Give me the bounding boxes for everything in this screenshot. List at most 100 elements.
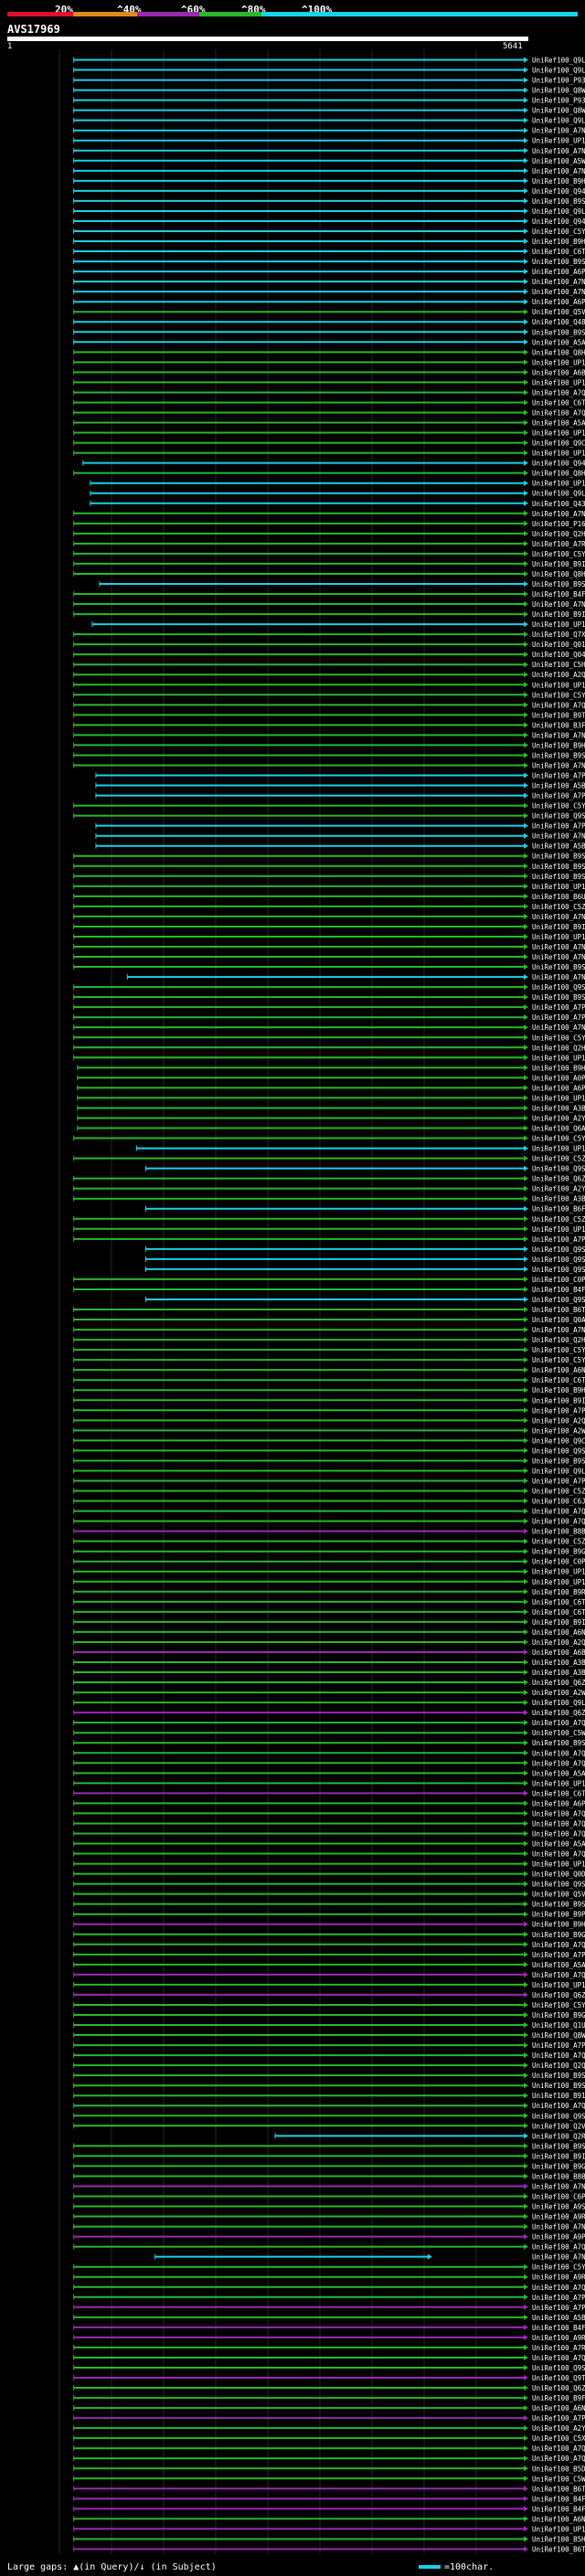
hit-label[interactable]: UniRef100_UP1000... xyxy=(532,137,585,145)
hit-label[interactable]: UniRef100_UP1000... xyxy=(532,1981,585,1989)
hit-label[interactable]: UniRef100_Q9LRB2 xyxy=(532,490,585,498)
hit-label[interactable]: UniRef100_Q9S9K3 xyxy=(532,1246,585,1254)
hit-label[interactable]: UniRef100_Q9SYH7 xyxy=(532,2112,585,2120)
hit-label[interactable]: UniRef100_A7Q6B2 xyxy=(532,1850,585,1859)
hit-label[interactable]: UniRef100_A7PJS3 xyxy=(532,1406,585,1415)
hit-label[interactable]: UniRef100_Q8H1S4 xyxy=(532,348,585,356)
hit-label[interactable]: UniRef100_A5AWF3 xyxy=(532,419,585,428)
hit-label[interactable]: UniRef100_Q9SS90 xyxy=(532,1165,585,1173)
hit-label[interactable]: UniRef100_B9STI1 xyxy=(532,751,585,759)
hit-label[interactable]: UniRef100_Q9S916 xyxy=(532,1256,585,1264)
hit-label[interactable]: UniRef100_P93824 xyxy=(532,97,585,105)
hit-label[interactable]: UniRef100_C6T9W4 xyxy=(532,1376,585,1384)
hit-label[interactable]: UniRef100_Q8WMD3 xyxy=(532,107,585,115)
hit-label[interactable]: UniRef100_Q6Z6N1 xyxy=(532,1175,585,1183)
hit-label[interactable]: UniRef100_Q5V0Y0 xyxy=(532,308,585,316)
hit-label[interactable]: UniRef100_B9H3E0 xyxy=(532,1386,585,1394)
hit-label[interactable]: UniRef100_A7N0A9 xyxy=(532,147,585,155)
hit-label[interactable]: UniRef100_Q9LSW6 xyxy=(532,207,585,216)
hit-label[interactable]: UniRef100_A7N0S7 xyxy=(532,288,585,296)
hit-label[interactable]: UniRef100_B6TAK2 xyxy=(532,2485,585,2493)
hit-label[interactable]: UniRef100_Q7XX24 xyxy=(532,631,585,639)
hit-label[interactable]: UniRef100_A7Q6B3 xyxy=(532,2243,585,2252)
hit-label[interactable]: UniRef100_C5YMQ9 xyxy=(532,228,585,236)
hit-label[interactable]: UniRef100_A9RK22 xyxy=(532,2213,585,2221)
hit-label[interactable]: UniRef100_UP1000... xyxy=(532,620,585,629)
hit-label[interactable]: UniRef100_UP1000... xyxy=(532,1145,585,1153)
hit-label[interactable]: UniRef100_B9HW24 xyxy=(532,1064,585,1072)
hit-label[interactable]: UniRef100_A2YBD0 xyxy=(532,1114,585,1122)
hit-label[interactable]: UniRef100_Q2R8Y5 xyxy=(532,2132,585,2140)
hit-label[interactable]: UniRef100_A7PPB2 xyxy=(532,1003,585,1012)
hit-label[interactable]: UniRef100_B9HUH6 xyxy=(532,238,585,246)
hit-label[interactable]: UniRef100_B9SIL1 xyxy=(532,2142,585,2150)
hit-label[interactable]: UniRef100_B9I192 xyxy=(532,2152,585,2160)
hit-label[interactable]: UniRef100_UP1000... xyxy=(532,1054,585,1062)
hit-label[interactable]: UniRef100_A5AYM1 xyxy=(532,338,585,346)
hit-label[interactable]: UniRef100_Q6Z8E6 xyxy=(532,1991,585,1999)
hit-label[interactable]: UniRef100_C6TJH7 xyxy=(532,1598,585,1606)
hit-label[interactable]: UniRef100_UP1000... xyxy=(532,1225,585,1234)
hit-label[interactable]: UniRef100_A7N0S9 xyxy=(532,1023,585,1032)
hit-label[interactable]: UniRef100_Q8W0R6 xyxy=(532,87,585,95)
hit-label[interactable]: UniRef100_Q9LTH8 xyxy=(532,67,585,75)
hit-label[interactable]: UniRef100_A7Q696 xyxy=(532,1941,585,1949)
hit-label[interactable]: UniRef100_A2Q5Z1 xyxy=(532,1638,585,1647)
hit-label[interactable]: UniRef100_A7Q6B1 xyxy=(532,1829,585,1838)
hit-label[interactable]: UniRef100_Q43383 xyxy=(532,500,585,508)
hit-label[interactable]: UniRef100_C6JQZ5 xyxy=(532,1498,585,1506)
hit-label[interactable]: UniRef100_B5HES3 xyxy=(532,2535,585,2543)
hit-label[interactable]: UniRef100_B6FWB2 xyxy=(532,1205,585,1214)
hit-label[interactable]: UniRef100_A7PPB3 xyxy=(532,1013,585,1022)
hit-label[interactable]: UniRef100_Q1U9B5 xyxy=(532,2021,585,2030)
hit-label[interactable]: UniRef100_C5H9Q0 xyxy=(532,661,585,669)
hit-label[interactable]: UniRef100_Q6Z8E2 xyxy=(532,2384,585,2392)
hit-label[interactable]: UniRef100_B91957 xyxy=(532,2092,585,2100)
hit-label[interactable]: UniRef100_Q8W2S5 xyxy=(532,2031,585,2040)
hit-label[interactable]: UniRef100_A7N0S5 xyxy=(532,973,585,981)
hit-label[interactable]: UniRef100_A9RI13 xyxy=(532,2334,585,2342)
hit-label[interactable]: UniRef100_A7PK51 xyxy=(532,2304,585,2312)
hit-label[interactable]: UniRef100_A5BGV6 xyxy=(532,843,585,851)
hit-label[interactable]: UniRef100_B9T2W7 xyxy=(532,711,585,719)
hit-label[interactable]: UniRef100_B9STI7 xyxy=(532,873,585,881)
hit-label[interactable]: UniRef100_A6BTR8 xyxy=(532,368,585,376)
hit-label[interactable]: UniRef100_A9SIV1 xyxy=(532,2203,585,2211)
hit-label[interactable]: UniRef100_B9FYK1 xyxy=(532,2394,585,2402)
hit-label[interactable]: UniRef100_Q9SWH0 xyxy=(532,983,585,991)
hit-label[interactable]: UniRef100_A7N0S8 xyxy=(532,167,585,175)
hit-label[interactable]: UniRef100_B9STI5 xyxy=(532,197,585,206)
hit-label[interactable]: UniRef100_A7R0A6 xyxy=(532,540,585,548)
hit-label[interactable]: UniRef100_A2WPQ4 xyxy=(532,1426,585,1435)
hit-label[interactable]: UniRef100_Q9S9K8 xyxy=(532,1296,585,1304)
hit-label[interactable]: UniRef100_UP1000... xyxy=(532,2525,585,2533)
hit-label[interactable]: UniRef100_A7PJF2 xyxy=(532,792,585,800)
hit-label[interactable]: UniRef100_UP1000... xyxy=(532,1860,585,1869)
hit-label[interactable]: UniRef100_A7QKU9 xyxy=(532,2454,585,2463)
hit-label[interactable]: UniRef100_Q2HTD9 xyxy=(532,1044,585,1052)
hit-label[interactable]: UniRef100_Q0DS33 xyxy=(532,1871,585,1879)
hit-label[interactable]: UniRef100_A3BAC0 xyxy=(532,1104,585,1112)
hit-label[interactable]: UniRef100_Q94BK9 xyxy=(532,187,585,196)
hit-label[interactable]: UniRef100_C5WIF7 xyxy=(532,1729,585,1737)
hit-label[interactable]: UniRef100_Q01MB0 xyxy=(532,641,585,649)
hit-label[interactable]: UniRef100_A7Q6B2 xyxy=(532,2284,585,2292)
hit-label[interactable]: UniRef100_A5AUS0 xyxy=(532,1840,585,1849)
hit-label[interactable]: UniRef100_A7Q693 xyxy=(532,1749,585,1757)
hit-label[interactable]: UniRef100_A7PWN2 xyxy=(532,2414,585,2422)
hit-label[interactable]: UniRef100_C5YSO1 xyxy=(532,1346,585,1354)
hit-label[interactable]: UniRef100_B9SJ20 xyxy=(532,993,585,1002)
hit-label[interactable]: UniRef100_A7QV80 xyxy=(532,1971,585,1979)
hit-label[interactable]: UniRef100_A7N0S6 xyxy=(532,2253,585,2262)
hit-label[interactable]: UniRef100_A7N0T5 xyxy=(532,953,585,961)
hit-label[interactable]: UniRef100_A3BS36 xyxy=(532,1669,585,1677)
hit-label[interactable]: UniRef100_UP1000... xyxy=(532,933,585,941)
hit-label[interactable]: UniRef100_Q9LTH7 xyxy=(532,57,585,65)
hit-label[interactable]: UniRef100_A2YY48 xyxy=(532,2424,585,2433)
hit-label[interactable]: UniRef100_A7N0T0 xyxy=(532,832,585,841)
hit-label[interactable]: UniRef100_A7N0S2 xyxy=(532,127,585,135)
hit-label[interactable]: UniRef100_B4FZ24 xyxy=(532,2324,585,2332)
hit-label[interactable]: UniRef100_Q9C5C2 xyxy=(532,440,585,448)
hit-label[interactable]: UniRef100_C5YE13 xyxy=(532,2001,585,2009)
hit-label[interactable]: UniRef100_C5Y1V9 xyxy=(532,1135,585,1143)
